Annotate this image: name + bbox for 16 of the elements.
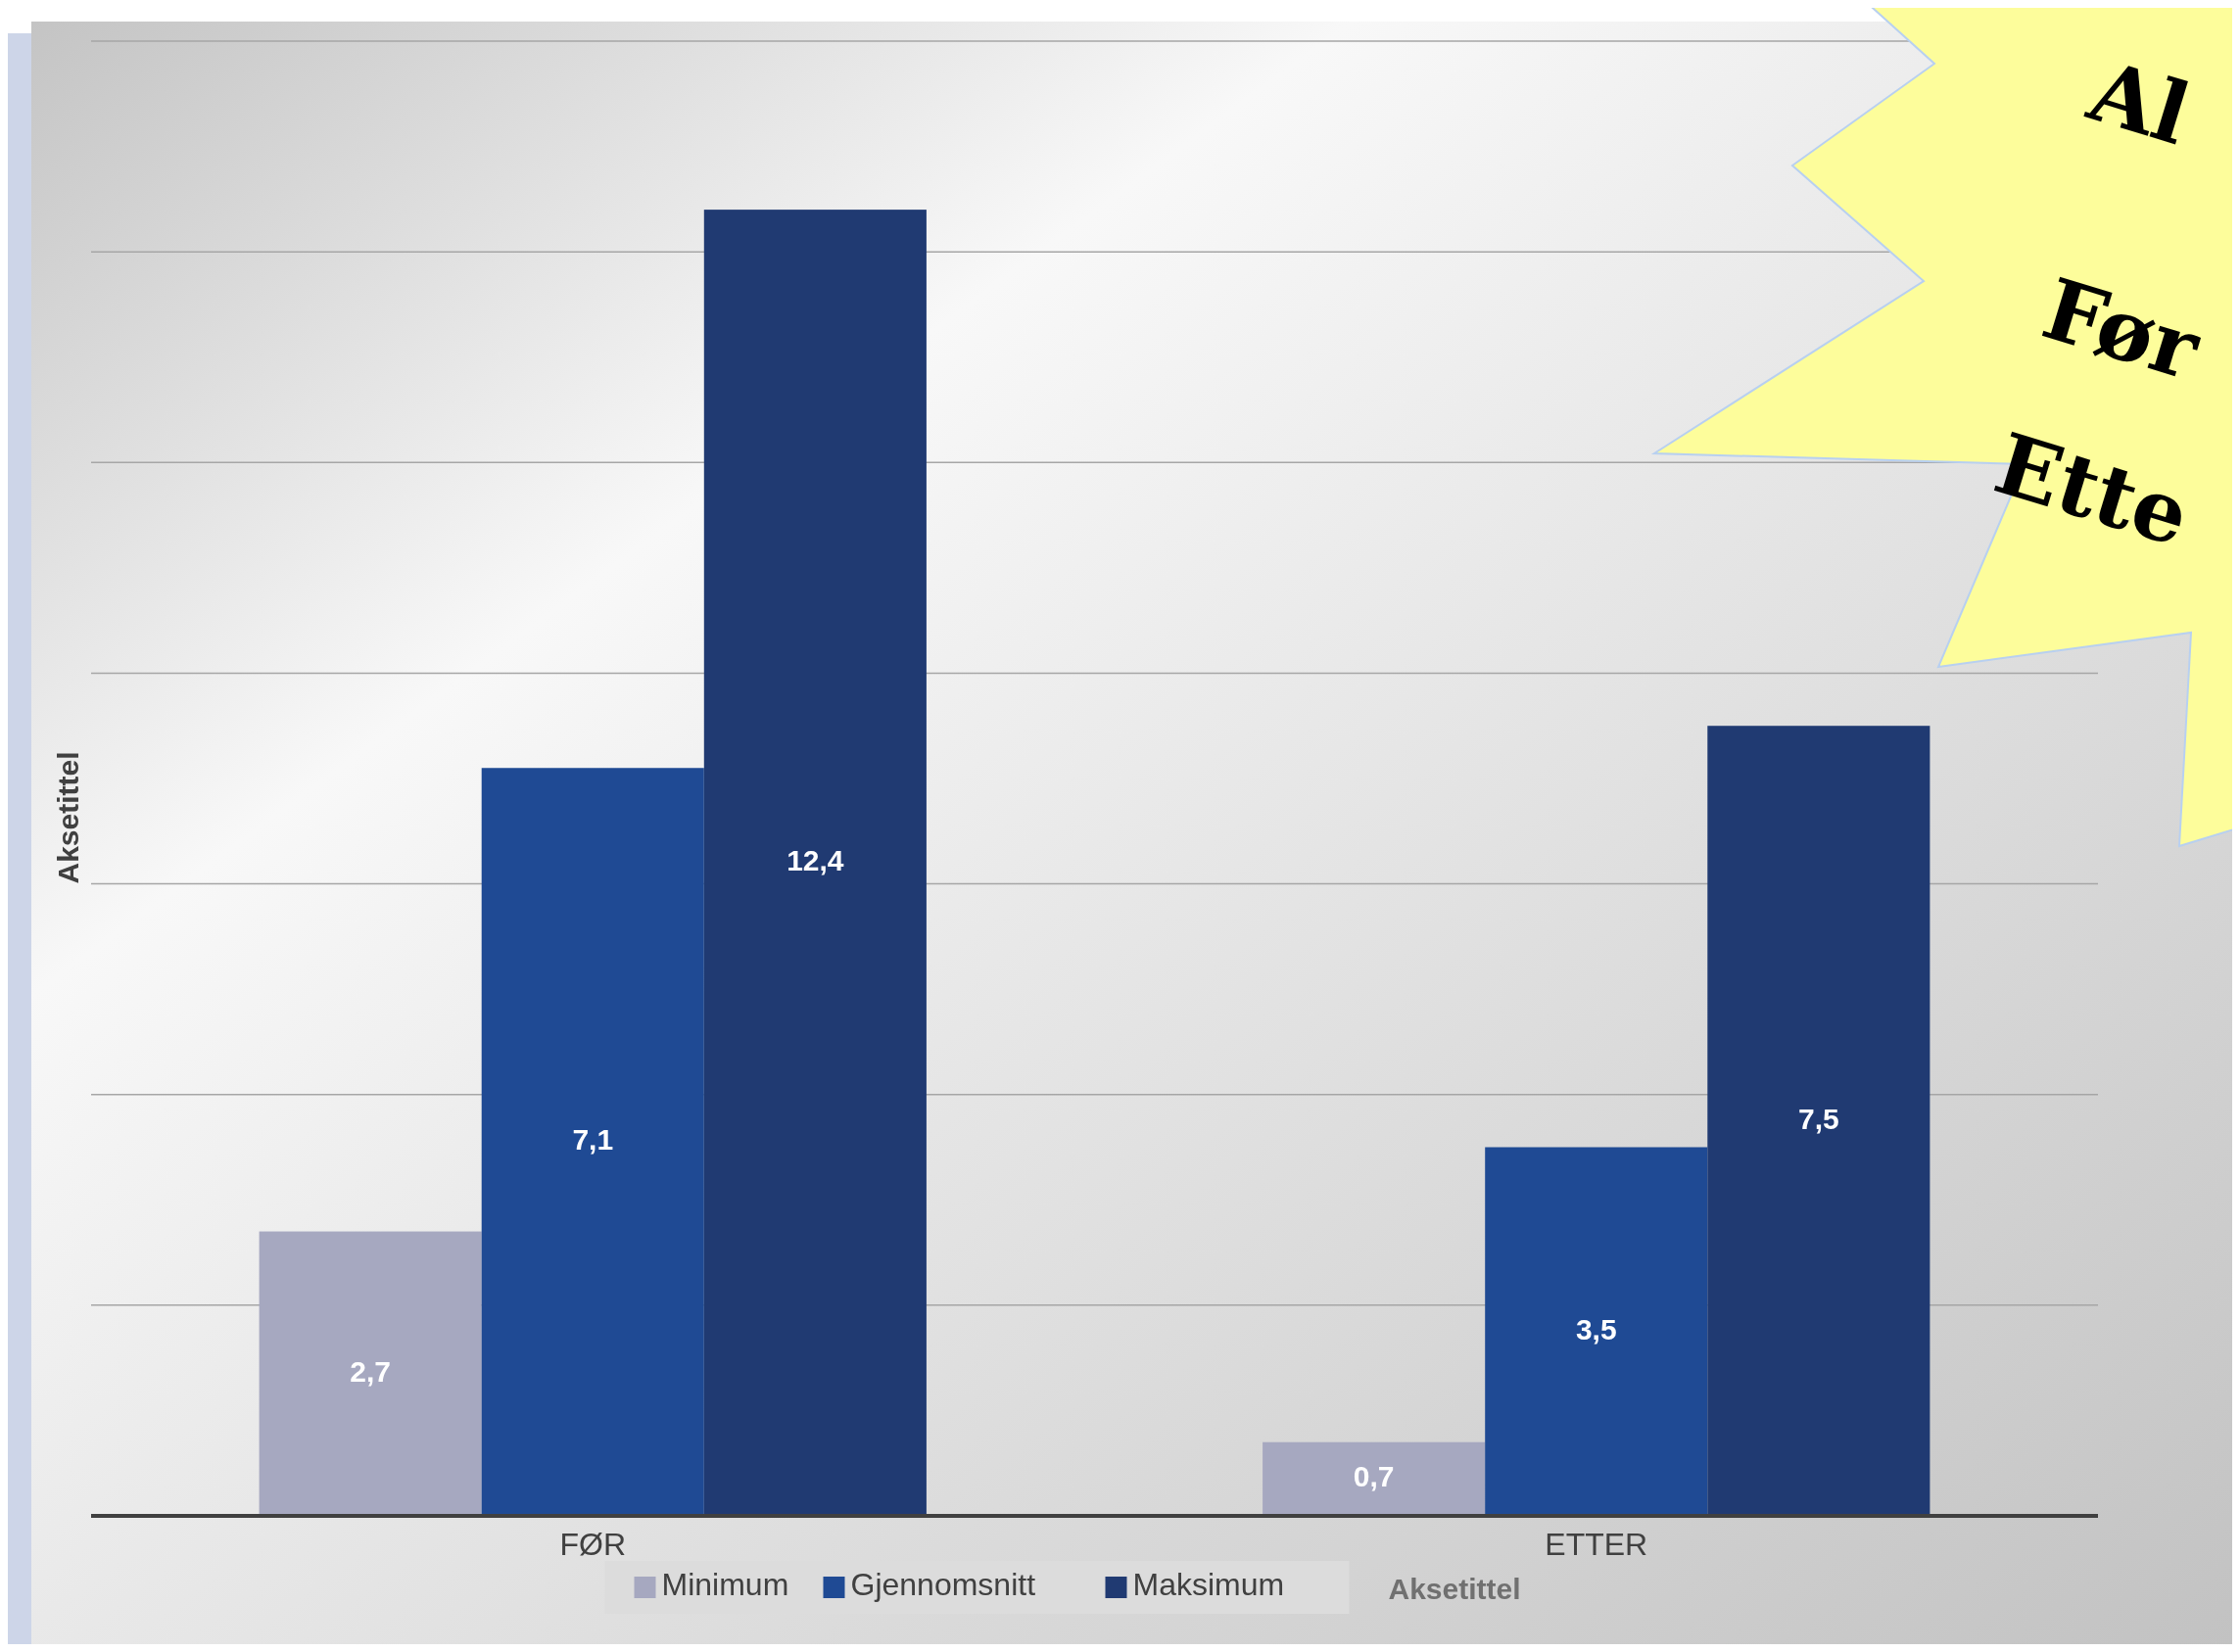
x-tick-label: ETTER: [1545, 1527, 1648, 1562]
legend-label: Gjennomsnitt: [850, 1567, 1036, 1603]
data-label: 0,7: [1353, 1460, 1395, 1493]
data-label: 7,1: [572, 1123, 614, 1156]
x-tick-label: FØR: [559, 1527, 627, 1562]
data-label: 3,5: [1575, 1312, 1617, 1345]
annotation: Før: [2032, 259, 2213, 400]
data-label: 2,7: [350, 1354, 392, 1388]
legend-label: Maksimum: [1132, 1567, 1285, 1603]
x-axis-title: Aksetittel: [1388, 1572, 1521, 1605]
data-label: 7,5: [1797, 1102, 1839, 1135]
data-label: 12,4: [786, 843, 844, 876]
annotation: Al: [2077, 40, 2201, 165]
legend-label: Minimum: [661, 1567, 789, 1603]
y-axis-title: Aksetittel: [52, 751, 84, 884]
annotation: Ette: [1984, 413, 2201, 566]
